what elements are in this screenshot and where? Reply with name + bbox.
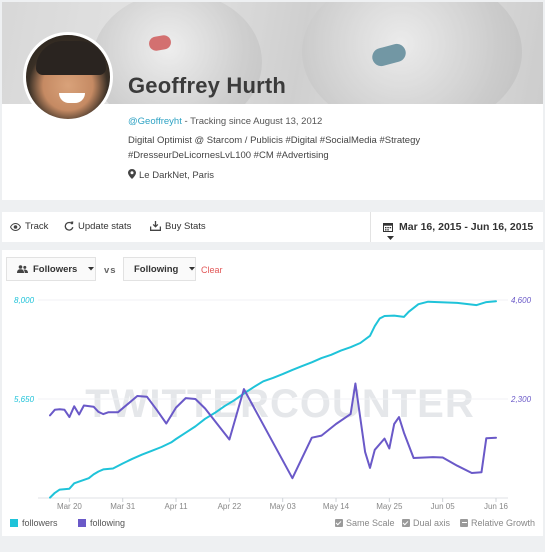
profile-location: Le DarkNet, Paris [128, 169, 214, 181]
vs-label: vs [104, 265, 117, 276]
y-right-tick-label: 2,300 [510, 395, 532, 404]
legend-followers[interactable]: followers [10, 518, 58, 528]
track-button[interactable]: Track [9, 221, 48, 232]
profile-bio: Digital Optimist @ Starcom / Publicis #D… [128, 135, 421, 161]
metric-select-followers[interactable]: Followers [6, 257, 96, 281]
profile-handle-line: @Geoffreyht - Tracking since August 13, … [128, 116, 322, 127]
same-scale-checkbox[interactable] [335, 519, 343, 527]
date-range-label: Mar 16, 2015 - Jun 16, 2015 [399, 221, 534, 233]
dual-axis-option[interactable]: Dual axis [402, 518, 450, 528]
clear-comparison-link[interactable]: Clear [201, 265, 223, 275]
followers-series-line [49, 300, 497, 499]
profile-handle-link[interactable]: @Geoffreyht [128, 116, 182, 127]
avatar [23, 32, 113, 122]
y-right-tick-label: 4,600 [511, 296, 532, 305]
dual-axis-checkbox[interactable] [402, 519, 410, 527]
map-pin-icon [128, 169, 136, 179]
x-tick-label: Apr 11 [165, 502, 189, 511]
x-tick-label: May 25 [376, 502, 403, 511]
watermark: TWITTERCOUNTER [85, 382, 475, 426]
x-tick-label: Apr 22 [218, 502, 242, 511]
refresh-icon [64, 221, 74, 231]
date-range-picker[interactable]: Mar 16, 2015 - Jun 16, 2015 [370, 212, 543, 242]
update-stats-button[interactable]: Update stats [64, 221, 131, 232]
relative-growth-option[interactable]: Relative Growth [460, 518, 535, 528]
tracking-since: - Tracking since August 13, 2012 [181, 116, 323, 127]
caret-down-icon [188, 267, 195, 271]
profile-card: Geoffrey Hurth @Geoffreyht - Tracking si… [2, 2, 543, 200]
followers-swatch [10, 519, 18, 527]
x-tick-label: May 14 [323, 502, 350, 511]
download-tray-icon [149, 221, 162, 231]
relative-growth-checkbox[interactable] [460, 519, 468, 527]
stats-toolbar: Track Update stats Buy Stats Mar 16, 201… [2, 212, 543, 242]
location-text: Le DarkNet, Paris [139, 170, 214, 181]
buy-stats-button[interactable]: Buy Stats [149, 221, 206, 232]
caret-down-icon [387, 236, 394, 240]
same-scale-option[interactable]: Same Scale [335, 518, 395, 528]
y-left-tick-label: 8,000 [14, 296, 35, 305]
metric-select-following[interactable]: Following [123, 257, 196, 281]
calendar-icon [383, 223, 393, 232]
legend-following[interactable]: following [78, 518, 125, 528]
following-series-line [49, 382, 497, 480]
users-icon [17, 265, 28, 273]
x-tick-label: Mar 20 [57, 502, 82, 511]
x-tick-label: Mar 31 [110, 502, 135, 511]
following-swatch [78, 519, 86, 527]
caret-down-icon [87, 267, 94, 271]
x-tick-label: Jun 05 [431, 502, 456, 511]
x-tick-label: Jun 16 [484, 502, 509, 511]
profile-name: Geoffrey Hurth [128, 73, 287, 98]
x-tick-label: May 03 [270, 502, 297, 511]
line-chart: TWITTERCOUNTER 8,000 5,650 4,600 2,300 Mar … [14, 296, 532, 511]
chart-card: Followers vs Following Clear TWITTERCOUN… [2, 250, 543, 536]
y-left-tick-label: 5,650 [14, 395, 35, 404]
eye-icon [9, 222, 22, 232]
